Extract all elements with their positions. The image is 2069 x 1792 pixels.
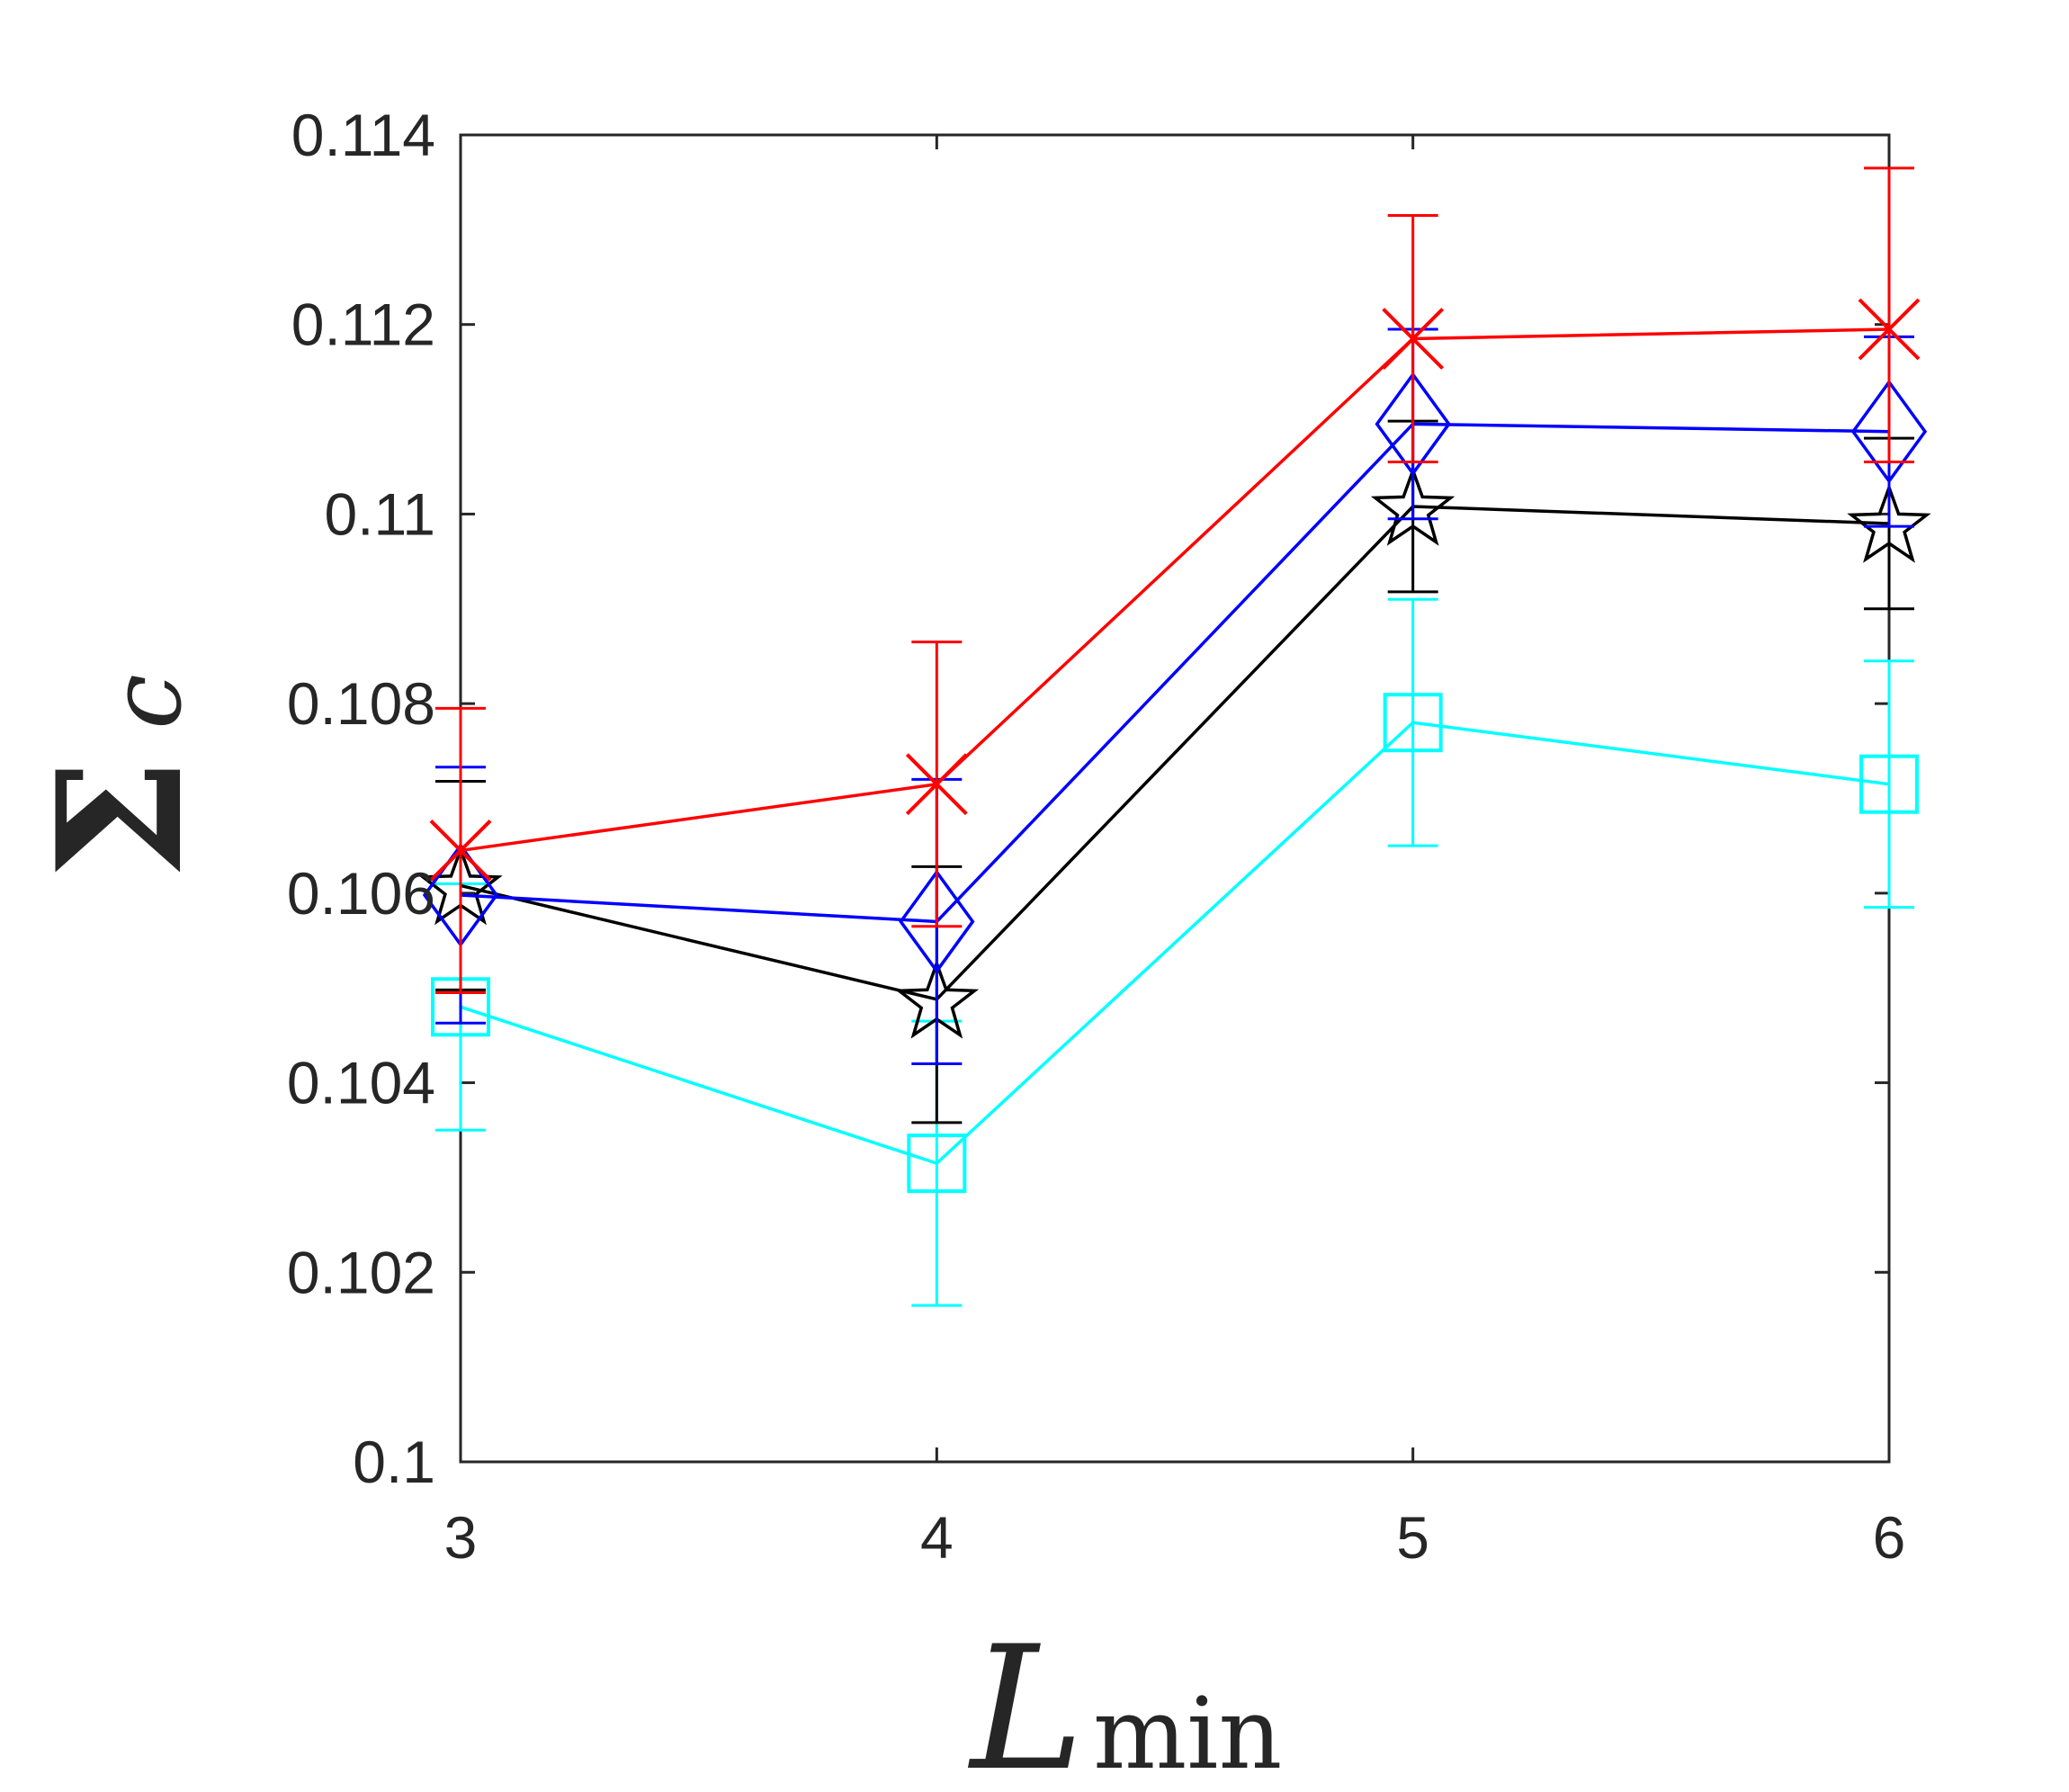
data-point xyxy=(1859,754,1919,814)
series-line xyxy=(460,721,1890,1166)
x-axis-title-main: L xyxy=(968,1609,1084,1792)
y-axis-title: Σ c xyxy=(20,674,220,879)
data-point xyxy=(1383,693,1443,753)
y-tick-label: 0.106 xyxy=(287,860,435,927)
data-point xyxy=(1370,465,1455,546)
data-point xyxy=(1382,308,1445,370)
data-point xyxy=(429,820,492,882)
x-tick-label: 6 xyxy=(1873,1504,1906,1571)
x-axis-title: L min xyxy=(968,1609,1283,1792)
y-tick-label: 0.11 xyxy=(324,480,435,547)
x-tick-labels: 3 4 5 6 xyxy=(444,1504,1906,1571)
y-tick-label: 0.102 xyxy=(287,1239,435,1305)
series-line xyxy=(460,327,1890,853)
series-line xyxy=(460,422,1890,924)
y-axis-title-subscript: c xyxy=(88,674,203,730)
series-red-x xyxy=(429,166,1921,994)
data-point xyxy=(907,1133,967,1194)
y-tick-label: 0.1 xyxy=(353,1429,435,1495)
x-tick-label: 4 xyxy=(920,1504,954,1571)
x-axis-title-subscript: min xyxy=(1093,1676,1282,1791)
y-tick-label: 0.108 xyxy=(287,670,435,737)
data-point xyxy=(905,753,968,816)
y-tick-label: 0.112 xyxy=(291,291,435,358)
x-tick-label: 5 xyxy=(1396,1504,1429,1571)
data-point xyxy=(1375,372,1451,477)
y-tick-labels: 0.1 0.102 0.104 0.106 0.108 0.11 0.112 0.114 xyxy=(287,102,435,1495)
plot-area xyxy=(418,133,1931,1464)
x-tick-label: 3 xyxy=(444,1504,478,1571)
y-tick-label: 0.114 xyxy=(291,102,435,168)
y-tick-label: 0.104 xyxy=(287,1050,435,1116)
y-axis-title-main: Σ xyxy=(20,758,220,879)
data-point xyxy=(899,869,975,974)
data-point xyxy=(1858,298,1921,361)
series-line xyxy=(460,505,1890,1001)
data-point xyxy=(1847,482,1931,563)
data-point xyxy=(1850,379,1928,484)
